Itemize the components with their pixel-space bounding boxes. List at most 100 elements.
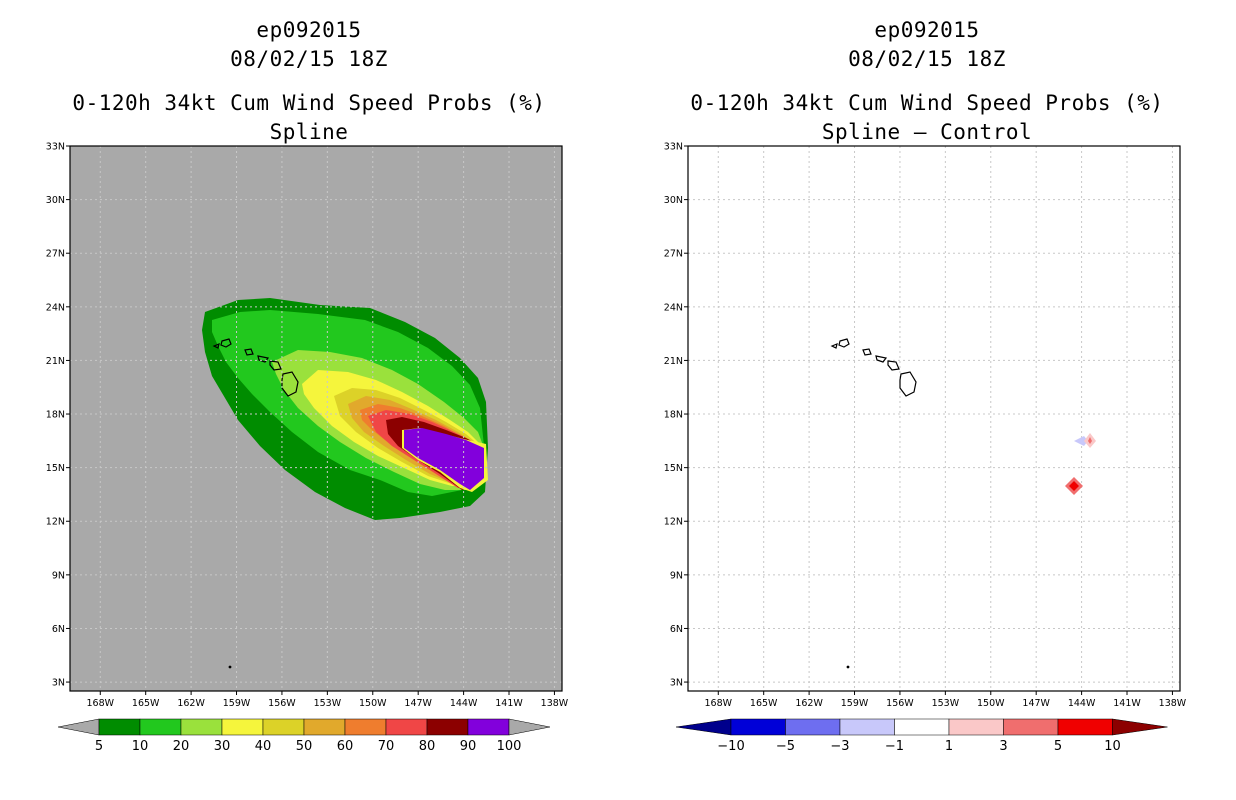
- lon-label: 159W: [223, 698, 251, 709]
- storm-id-title: ep092015: [256, 18, 362, 42]
- lon-label: 141W: [1113, 698, 1141, 709]
- lat-label: 21N: [46, 356, 65, 367]
- lat-label: 3N: [670, 678, 683, 689]
- lat-label: 30N: [664, 195, 683, 206]
- colorbar-cell: [221, 718, 264, 736]
- lat-label: 3N: [52, 678, 65, 689]
- probability-swath: [202, 298, 488, 520]
- hawaii-islands: [830, 338, 917, 397]
- lat-label: 27N: [46, 249, 65, 260]
- colorbar-cell: [426, 718, 469, 736]
- colorbar-cell: [785, 718, 841, 736]
- colorbar-high-arrow: [1112, 718, 1168, 736]
- latitude-labels: 33N 30N 27N 24N 21N 18N 15N 12N 9N 6N 3N: [46, 142, 70, 689]
- colorbar-label: 20: [173, 739, 190, 754]
- lat-label: 24N: [46, 302, 65, 313]
- lon-label: 138W: [1159, 698, 1187, 709]
- colorbar-low-arrow: [57, 718, 100, 736]
- lon-label: 141W: [495, 698, 523, 709]
- longitude-labels: 168W 165W 162W 159W 156W 153W 150W 147W 144W 141W…: [705, 691, 1187, 709]
- colorbar-cell: [139, 718, 182, 736]
- product-title: 0-120h 34kt Cum Wind Speed Probs (%): [72, 91, 546, 115]
- storm-id-title: ep092015: [874, 18, 980, 42]
- lon-label: 138W: [541, 698, 569, 709]
- difference-features: [1065, 433, 1096, 495]
- map-background: [688, 146, 1180, 691]
- lat-label: 33N: [664, 142, 683, 153]
- island-dot: [846, 665, 850, 669]
- lon-label: 150W: [977, 698, 1005, 709]
- date-time-title: 08/02/15 18Z: [848, 47, 1006, 71]
- lon-label: 144W: [450, 698, 478, 709]
- left-panel: ep092015 08/02/15 18Z 0-120h 34kt Cum Wi…: [46, 18, 569, 754]
- lon-label: 153W: [932, 698, 960, 709]
- map-frame: [687, 145, 1181, 692]
- colorbar-label: 3: [999, 739, 1007, 754]
- lat-label: 27N: [664, 249, 683, 260]
- lon-label: 144W: [1068, 698, 1096, 709]
- lon-label: 153W: [314, 698, 342, 709]
- colorbar-label: 90: [460, 739, 477, 754]
- colorbar-label: 100: [497, 739, 522, 754]
- colorbar-label: −5: [776, 739, 795, 754]
- lon-label: 150W: [359, 698, 387, 709]
- lat-label: 24N: [664, 302, 683, 313]
- colorbar-cell: [467, 718, 510, 736]
- colorbar-cell: [262, 718, 305, 736]
- lat-label: 18N: [664, 410, 683, 421]
- lon-label: 156W: [886, 698, 914, 709]
- colorbar-cell: [894, 718, 950, 736]
- lat-label: 30N: [46, 195, 65, 206]
- colorbar-label: −3: [830, 739, 849, 754]
- colorbar-label: 1: [945, 739, 953, 754]
- colorbar-label: 30: [214, 739, 231, 754]
- lon-label: 168W: [705, 698, 733, 709]
- colorbar-label: 10: [1104, 739, 1121, 754]
- latitude-labels: 33N 30N 27N 24N 21N 18N 15N 12N 9N 6N 3N: [664, 142, 688, 689]
- lon-label: 168W: [87, 698, 115, 709]
- positive-diff-spot-core: [1069, 481, 1079, 491]
- colorbar-cell: [1057, 718, 1113, 736]
- lat-label: 12N: [664, 517, 683, 528]
- colorbar-cell: [730, 718, 786, 736]
- colorbar-cell: [1003, 718, 1059, 736]
- lat-label: 33N: [46, 142, 65, 153]
- lat-label: 18N: [46, 410, 65, 421]
- product-title: 0-120h 34kt Cum Wind Speed Probs (%): [690, 91, 1164, 115]
- date-time-title: 08/02/15 18Z: [230, 47, 388, 71]
- colorbar-label: 10: [132, 739, 149, 754]
- lat-label: 12N: [46, 517, 65, 528]
- colorbar-cell: [839, 718, 895, 736]
- lat-label: 15N: [664, 463, 683, 474]
- lon-label: 147W: [404, 698, 432, 709]
- colorbar-cell: [344, 718, 387, 736]
- colorbar-high-arrow: [508, 718, 551, 736]
- colorbar-label: 5: [1054, 739, 1062, 754]
- colorbar-low-arrow: [675, 718, 732, 736]
- lon-label: 162W: [177, 698, 205, 709]
- lat-label: 6N: [52, 624, 65, 635]
- lat-label: 9N: [670, 570, 683, 581]
- lon-label: 159W: [841, 698, 869, 709]
- difference-colorbar: −10 −5 −3 −1 1 3 5 10: [675, 718, 1168, 754]
- subtitle: Spline: [269, 120, 349, 144]
- lon-label: 162W: [795, 698, 823, 709]
- lat-label: 9N: [52, 570, 65, 581]
- lat-label: 6N: [670, 624, 683, 635]
- lon-label: 156W: [268, 698, 296, 709]
- colorbar-cell: [385, 718, 428, 736]
- colorbar-cell: [98, 718, 141, 736]
- lon-label: 165W: [132, 698, 160, 709]
- graticule: [70, 145, 562, 691]
- colorbar-cell: [303, 718, 346, 736]
- longitude-labels: 168W 165W 162W 159W 156W 153W 150W 147W 144W 141W…: [87, 691, 569, 709]
- colorbar-cell: [948, 718, 1004, 736]
- right-panel: ep092015 08/02/15 18Z 0-120h 34kt Cum Wi…: [618, 0, 1236, 800]
- colorbar-label: 80: [419, 739, 436, 754]
- colorbar-label: 5: [95, 739, 103, 754]
- positive-diff-spot-small-core: [1088, 437, 1092, 444]
- map-frame: [69, 145, 563, 692]
- colorbar-cell: [180, 718, 223, 736]
- colorbar-label: 60: [337, 739, 354, 754]
- lon-label: 147W: [1022, 698, 1050, 709]
